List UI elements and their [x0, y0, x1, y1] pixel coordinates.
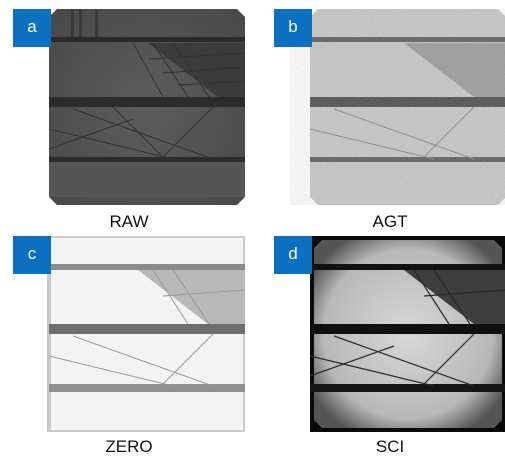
panel-d: d SCI: [274, 236, 505, 462]
panel-c-caption: ZERO: [105, 437, 153, 456]
sci-image: [309, 236, 505, 432]
panel-b-caption: AGT: [372, 212, 408, 231]
panel-d-caption: SCI: [375, 437, 405, 456]
panel-c-badge: c: [13, 236, 51, 274]
agt-image: [309, 9, 505, 205]
raw-image: [48, 9, 245, 205]
panel-a: a RAW: [13, 9, 245, 235]
panel-b: b AGT: [274, 9, 505, 235]
panel-c: c ZERO: [13, 236, 245, 462]
panel-d-badge: d: [274, 236, 312, 274]
panel-a-badge: a: [13, 9, 51, 47]
panel-b-badge: b: [274, 9, 312, 47]
panel-a-caption: RAW: [109, 212, 149, 231]
zero-image: [47, 236, 245, 432]
